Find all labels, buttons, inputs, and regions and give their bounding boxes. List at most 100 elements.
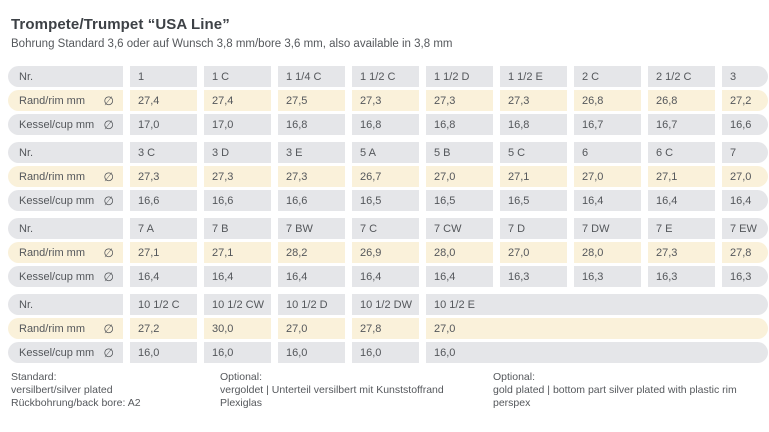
table-cell: 17,0 [204, 114, 271, 135]
row-label: Nr. [19, 222, 34, 235]
table-cell: 30,0 [204, 318, 271, 339]
table-cell: 10 1/2 CW [204, 294, 271, 315]
table-cell: 3 C [130, 142, 197, 163]
row-label-cell: Rand/rim mm ∅ [8, 90, 123, 111]
table-cell: 16,5 [500, 190, 567, 211]
table-section-4: Nr. 10 1/2 C 10 1/2 CW 10 1/2 D 10 1/2 DW 10 … [8, 294, 769, 363]
table-cell: 16,4 [648, 190, 715, 211]
table-cell: 3 D [204, 142, 271, 163]
row-rim: Rand/rim mm ∅ 27,2 30,0 27,0 27,8 27,0 [8, 318, 769, 339]
table-cell: 16,4 [352, 266, 419, 287]
table-cell: 26,8 [574, 90, 641, 111]
diameter-icon: ∅ [103, 345, 114, 360]
row-nr: Nr. 3 C 3 D 3 E 5 A 5 B 5 C 6 6 C 7 [8, 142, 769, 163]
table-cell: 27,4 [130, 90, 197, 111]
footer-line: Rückbohrung/back bore: A2 [11, 397, 141, 409]
footer-line: perspex [493, 397, 531, 409]
row-nr: Nr. 1 1 C 1 1/4 C 1 1/2 C 1 1/2 D 1 1/2 E 2 C 2 … [8, 66, 769, 87]
table-cell: 2 C [574, 66, 641, 87]
footer-column-optional-2: Optional: gold plated | bottom part silv… [493, 371, 769, 410]
table-cell: 27,1 [648, 166, 715, 187]
diameter-icon: ∅ [103, 93, 114, 108]
table-cell: 10 1/2 E [426, 294, 768, 315]
table-cell: 3 [722, 66, 768, 87]
table-cell: 27,3 [426, 90, 493, 111]
table-cell: 10 1/2 C [130, 294, 197, 315]
table-cell: 5 B [426, 142, 493, 163]
diameter-icon: ∅ [103, 169, 114, 184]
table-cell: 5 C [500, 142, 567, 163]
table-cell: 5 A [352, 142, 419, 163]
table-cell: 16,3 [500, 266, 567, 287]
row-nr: Nr. 7 A 7 B 7 BW 7 C 7 CW 7 D 7 DW 7 E 7 EW [8, 218, 769, 239]
row-label: Kessel/cup mm [19, 346, 95, 359]
diameter-icon: ∅ [103, 245, 114, 260]
row-label: Rand/rim mm [19, 170, 86, 183]
table-cell: 27,0 [426, 318, 768, 339]
table-cell: 7 [722, 142, 768, 163]
row-label: Rand/rim mm [19, 246, 86, 259]
table-cell: 27,3 [278, 166, 345, 187]
table-cell: 16,6 [722, 114, 768, 135]
table-cell: 10 1/2 D [278, 294, 345, 315]
row-label-cell: Nr. [8, 66, 123, 87]
row-rim: Rand/rim mm ∅ 27,4 27,4 27,5 27,3 27,3 27,3 26,8… [8, 90, 769, 111]
table-cell: 7 DW [574, 218, 641, 239]
table-cell: 16,8 [500, 114, 567, 135]
row-label-cell: Rand/rim mm ∅ [8, 242, 123, 263]
table-section-1: Nr. 1 1 C 1 1/4 C 1 1/2 C 1 1/2 D 1 1/2 E 2 C 2 … [8, 66, 769, 135]
row-label: Kessel/cup mm [19, 194, 95, 207]
table-cell: 16,8 [278, 114, 345, 135]
table-cell: 27,3 [648, 242, 715, 263]
table-cell: 7 D [500, 218, 567, 239]
row-label-cell: Nr. [8, 218, 123, 239]
table-cell: 16,0 [278, 342, 345, 363]
table-cell: 27,1 [204, 242, 271, 263]
catalog-page: Trompete/Trumpet “USA Line” Bohrung Stan… [8, 16, 769, 410]
footer-heading: Optional: [493, 371, 536, 383]
row-label: Rand/rim mm [19, 94, 86, 107]
row-cup: Kessel/cup mm ∅ 16,4 16,4 16,4 16,4 16,4 16,3 16… [8, 266, 769, 287]
table-cell: 26,9 [352, 242, 419, 263]
table-cell: 27,0 [278, 318, 345, 339]
table-cell: 27,8 [722, 242, 768, 263]
table-cell: 7 BW [278, 218, 345, 239]
table-cell: 16,7 [648, 114, 715, 135]
row-label-cell: Nr. [8, 294, 123, 315]
table-cell: 16,8 [426, 114, 493, 135]
table-cell: 27,2 [722, 90, 768, 111]
row-cup: Kessel/cup mm ∅ 17,0 17,0 16,8 16,8 16,8 16,8 16… [8, 114, 769, 135]
row-label: Kessel/cup mm [19, 270, 95, 283]
table-cell: 27,0 [426, 166, 493, 187]
row-cup: Kessel/cup mm ∅ 16,0 16,0 16,0 16,0 16,0 [8, 342, 769, 363]
diameter-icon: ∅ [103, 193, 114, 208]
table-cell: 16,4 [278, 266, 345, 287]
row-label: Nr. [19, 146, 34, 159]
footer-column-optional-1: Optional: vergoldet | Unterteil versilbe… [220, 371, 493, 410]
table-cell: 28,0 [574, 242, 641, 263]
table-cell: 1 C [204, 66, 271, 87]
row-label: Nr. [19, 70, 34, 83]
footer-heading: Optional: [220, 371, 263, 383]
page-title: Trompete/Trumpet “USA Line” [11, 16, 230, 33]
table-cell: 6 [574, 142, 641, 163]
table-cell: 1 1/2 D [426, 66, 493, 87]
row-rim: Rand/rim mm ∅ 27,3 27,3 27,3 26,7 27,0 27,1 27,0… [8, 166, 769, 187]
table-cell: 16,6 [278, 190, 345, 211]
row-label-cell: Rand/rim mm ∅ [8, 166, 123, 187]
table-cell: 26,7 [352, 166, 419, 187]
table-cell: 16,3 [648, 266, 715, 287]
row-label-cell: Nr. [8, 142, 123, 163]
spec-table: Nr. 1 1 C 1 1/4 C 1 1/2 C 1 1/2 D 1 1/2 E 2 C 2 … [8, 66, 769, 363]
diameter-icon: ∅ [103, 117, 114, 132]
table-cell: 27,3 [352, 90, 419, 111]
table-cell: 27,3 [204, 166, 271, 187]
table-cell: 26,8 [648, 90, 715, 111]
row-rim: Rand/rim mm ∅ 27,1 27,1 28,2 26,9 28,0 27,0 28,0… [8, 242, 769, 263]
table-cell: 27,0 [574, 166, 641, 187]
footer-line: versilbert/silver plated [11, 384, 113, 396]
table-cell: 27,1 [130, 242, 197, 263]
table-cell: 7 E [648, 218, 715, 239]
table-cell: 27,3 [500, 90, 567, 111]
diameter-icon: ∅ [103, 269, 114, 284]
